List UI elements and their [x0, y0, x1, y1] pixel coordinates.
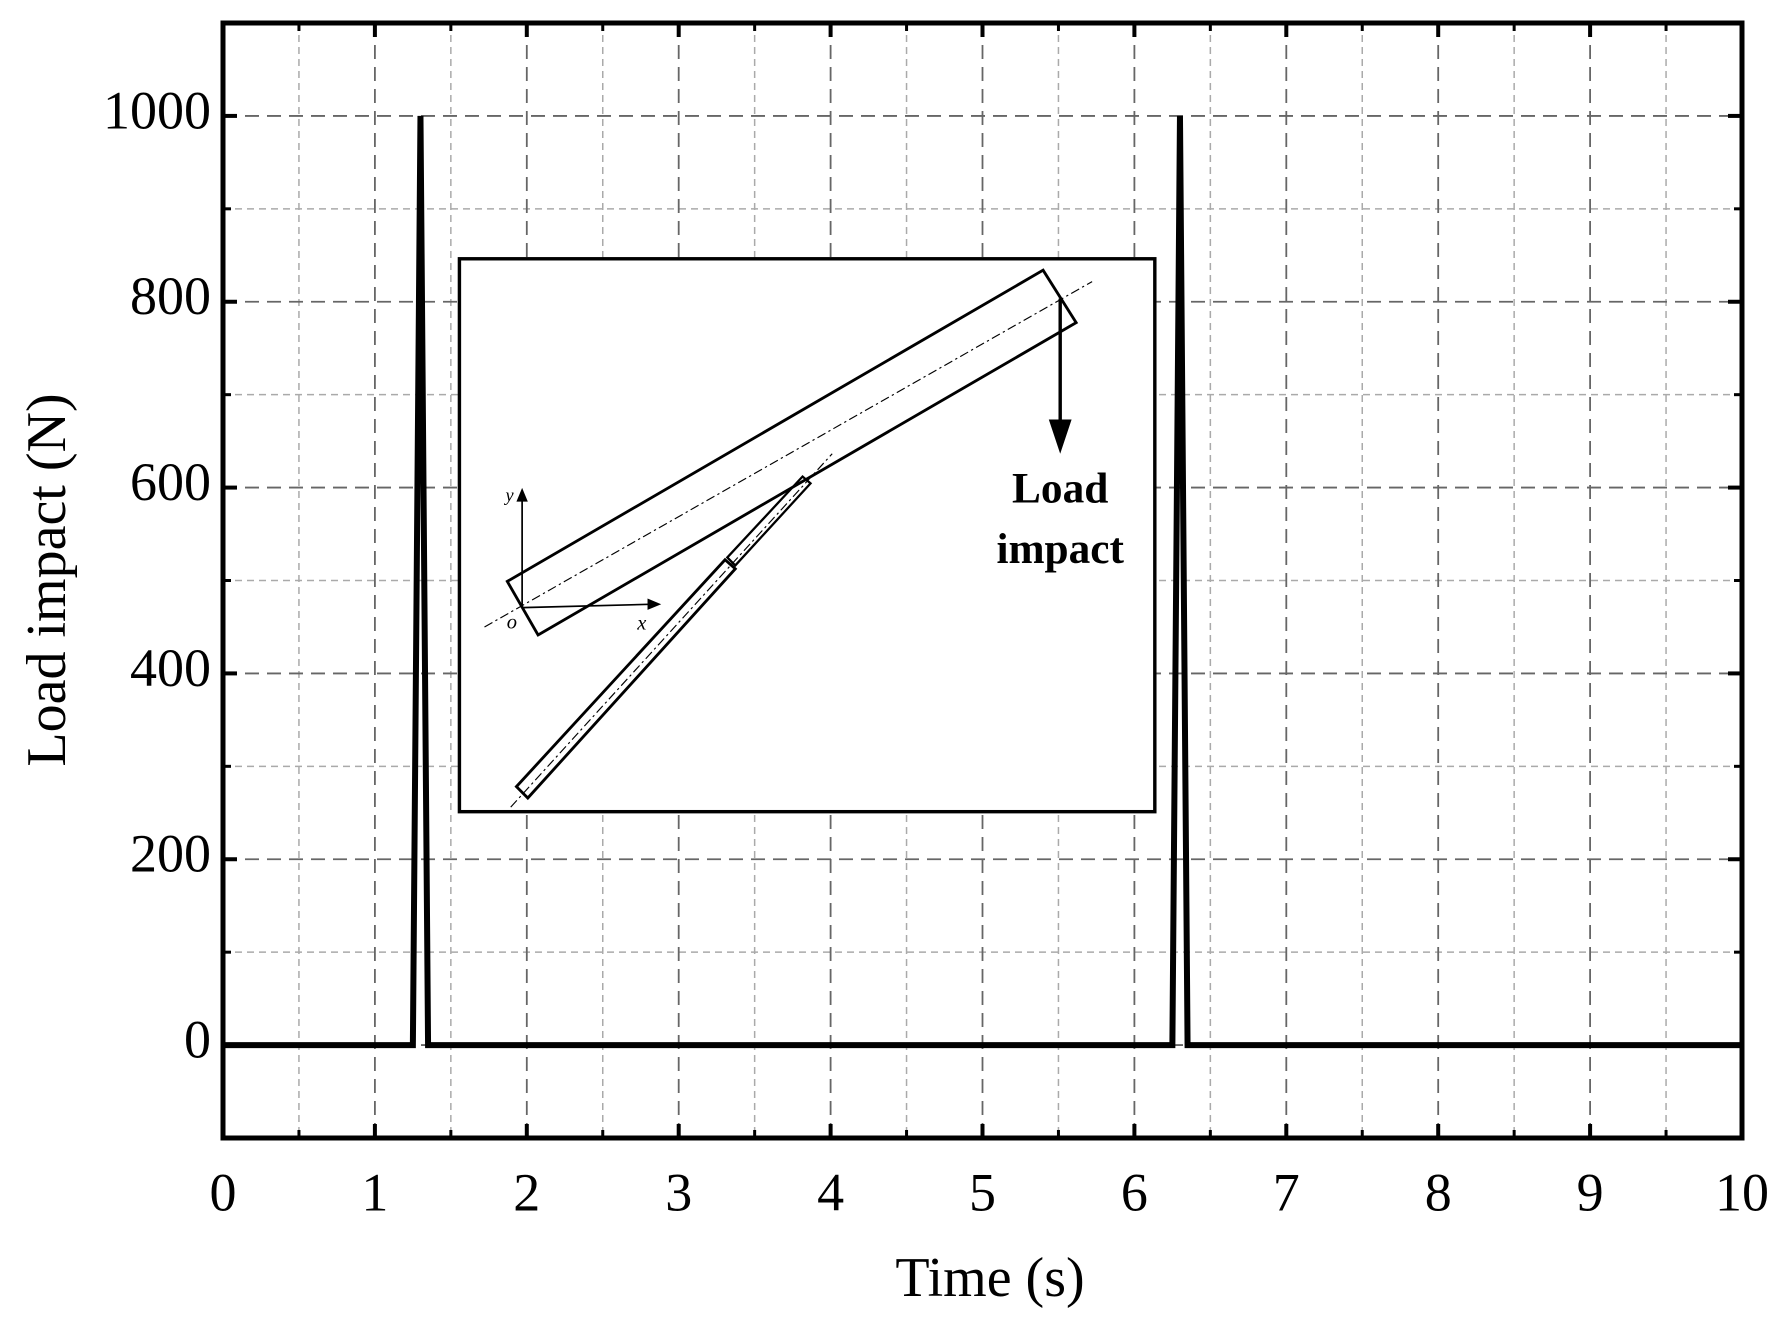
data-line [223, 115, 1742, 1049]
x-tick-label: 10 [1715, 1162, 1769, 1222]
lines [223, 115, 1742, 1049]
x-tick-label: 2 [513, 1162, 540, 1222]
x-tick-label: 0 [210, 1162, 237, 1222]
x-tick-label: 1 [361, 1162, 388, 1222]
rod-axis [510, 453, 833, 808]
y-tick-label: 400 [130, 638, 211, 698]
inset-frame [457, 257, 1157, 814]
y-axis-title: Load impact (N) [16, 393, 78, 766]
beam [505, 268, 1079, 637]
beam-axis [484, 281, 1093, 628]
y-tick-label: 0 [184, 1009, 211, 1069]
arrow-head [647, 598, 662, 610]
inset: x y o Load impact [457, 257, 1157, 814]
x-tick-label: 8 [1425, 1162, 1452, 1222]
x-tick-label: 4 [817, 1162, 844, 1222]
x-tick-label: 6 [1121, 1162, 1148, 1222]
inset-label: x [636, 612, 646, 634]
x-axis-title: Time (s) [895, 1247, 1084, 1309]
y-tick-label: 200 [130, 824, 211, 884]
inset-label: y [504, 485, 515, 505]
rod [514, 557, 738, 801]
arrow-head [516, 487, 528, 502]
y-tick-label: 800 [130, 266, 211, 326]
plot-frame [220, 20, 1745, 1141]
inset-label: o [507, 611, 517, 633]
x-tick-label: 7 [1273, 1162, 1300, 1222]
x-tick-label: 9 [1577, 1162, 1604, 1222]
annotation: Load [1012, 464, 1108, 512]
y-tick-label: 600 [130, 452, 211, 512]
annotation: impact [996, 525, 1124, 573]
x-tick-label: 5 [969, 1162, 996, 1222]
x-axis-arrow [522, 603, 655, 609]
x-tick-label: 3 [665, 1162, 692, 1222]
arrow-head [1048, 419, 1072, 454]
y-tick-label: 1000 [103, 80, 211, 140]
rod-inner [725, 474, 813, 568]
